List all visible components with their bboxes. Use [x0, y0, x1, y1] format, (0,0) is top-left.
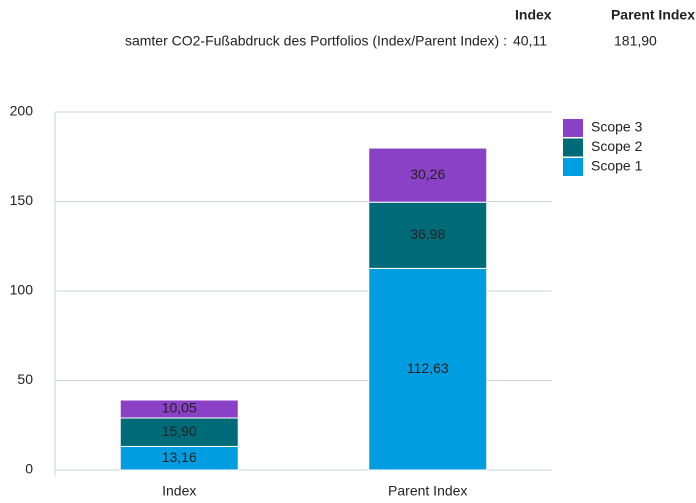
legend-label: Scope 2 [591, 138, 643, 154]
y-tick-label: 100 [10, 282, 34, 298]
y-tick-label: 50 [17, 371, 33, 387]
summary-value: 181,90 [614, 33, 657, 49]
legend-swatch [563, 119, 583, 137]
summary-header: Parent Index [611, 7, 695, 23]
bar-segment [368, 267, 488, 471]
summary-label: samter CO2-Fußabdruck des Portfolios (In… [125, 33, 507, 49]
summary-value: 40,11 [513, 33, 547, 49]
data-label: 13,16 [162, 449, 197, 465]
legend-swatch [563, 138, 583, 157]
bar-segment [119, 399, 239, 419]
legend-swatch [563, 158, 583, 176]
y-tick-label: 200 [10, 103, 34, 119]
data-label: 30,26 [410, 166, 445, 182]
data-label: 15,90 [162, 423, 197, 439]
bar-segment [119, 417, 239, 447]
x-tick-label: Parent Index [388, 483, 467, 499]
data-label: 10,05 [162, 400, 197, 416]
data-label: 36,98 [410, 226, 445, 242]
summary-header: Index [515, 7, 552, 23]
data-label: 112,63 [407, 360, 449, 376]
legend-label: Scope 3 [591, 119, 643, 135]
y-tick-label: 150 [10, 192, 34, 208]
x-tick-label: Index [162, 483, 196, 499]
y-tick-label: 0 [25, 461, 33, 477]
bar-segment [368, 147, 488, 203]
legend-label: Scope 1 [591, 158, 643, 174]
